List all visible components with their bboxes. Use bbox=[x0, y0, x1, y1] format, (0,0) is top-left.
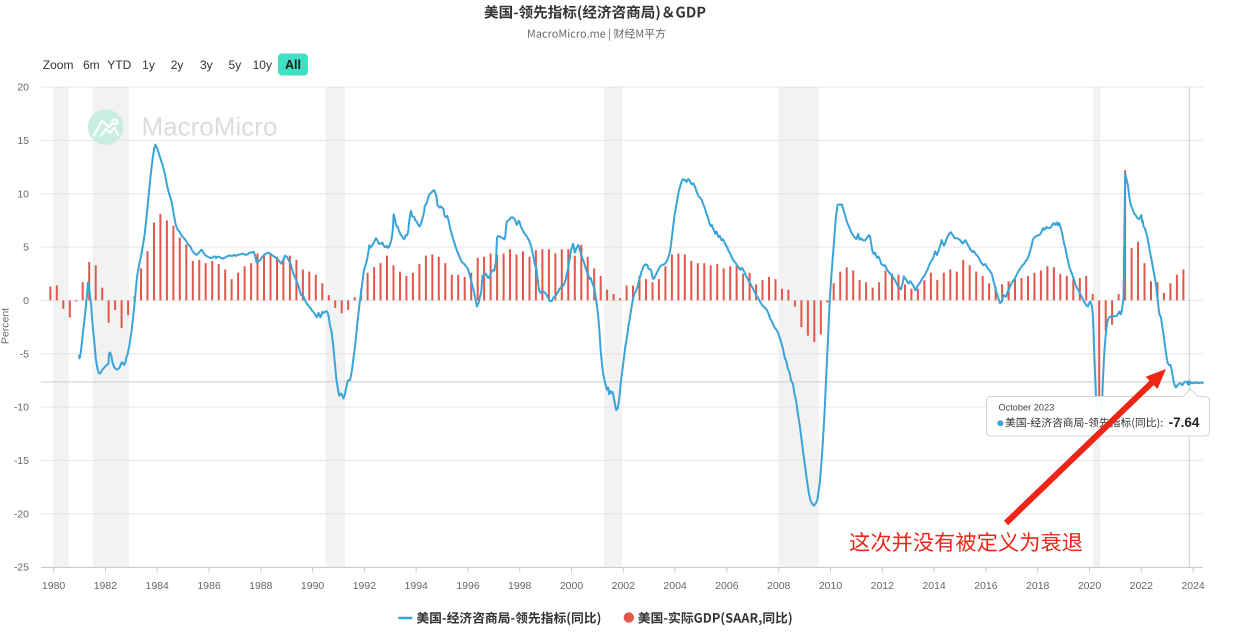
svg-text:2024: 2024 bbox=[1181, 580, 1205, 592]
svg-text:1990: 1990 bbox=[301, 580, 325, 592]
svg-text:10y: 10y bbox=[253, 58, 272, 72]
svg-text:MacroMicro: MacroMicro bbox=[142, 112, 278, 142]
svg-text:5y: 5y bbox=[229, 58, 242, 72]
svg-text:0: 0 bbox=[23, 295, 29, 307]
svg-text:2006: 2006 bbox=[715, 580, 739, 592]
svg-text:1994: 1994 bbox=[405, 580, 429, 592]
svg-text:10: 10 bbox=[17, 188, 29, 200]
svg-text:-15: -15 bbox=[14, 455, 29, 467]
svg-text:-25: -25 bbox=[14, 562, 29, 574]
svg-text:-20: -20 bbox=[14, 508, 29, 520]
svg-text:1986: 1986 bbox=[197, 580, 221, 592]
svg-text:2010: 2010 bbox=[819, 580, 843, 592]
svg-text:2012: 2012 bbox=[871, 580, 895, 592]
svg-text:6m: 6m bbox=[83, 58, 100, 72]
svg-text:-10: -10 bbox=[14, 402, 29, 414]
svg-text:5: 5 bbox=[23, 242, 29, 254]
svg-text:October 2023: October 2023 bbox=[999, 403, 1055, 413]
svg-text:15: 15 bbox=[17, 135, 29, 147]
svg-text:Zoom: Zoom bbox=[43, 58, 74, 72]
svg-text:2008: 2008 bbox=[767, 580, 791, 592]
svg-text:2004: 2004 bbox=[663, 580, 687, 592]
svg-text:Percent: Percent bbox=[0, 308, 12, 344]
svg-text:3y: 3y bbox=[200, 58, 213, 72]
svg-text:1988: 1988 bbox=[249, 580, 273, 592]
svg-text:2002: 2002 bbox=[612, 580, 636, 592]
svg-text:1984: 1984 bbox=[146, 580, 170, 592]
svg-text:1998: 1998 bbox=[508, 580, 532, 592]
svg-text:2014: 2014 bbox=[922, 580, 946, 592]
svg-text:1996: 1996 bbox=[456, 580, 480, 592]
svg-text:2018: 2018 bbox=[1026, 580, 1050, 592]
svg-text:2020: 2020 bbox=[1078, 580, 1102, 592]
svg-text:20: 20 bbox=[17, 82, 29, 94]
svg-text:YTD: YTD bbox=[107, 58, 131, 72]
svg-text:-7.64: -7.64 bbox=[1169, 415, 1200, 430]
svg-text:2y: 2y bbox=[171, 58, 184, 72]
svg-text:1y: 1y bbox=[142, 58, 155, 72]
svg-text:All: All bbox=[285, 58, 301, 72]
svg-text:1980: 1980 bbox=[42, 580, 66, 592]
svg-text:2022: 2022 bbox=[1130, 580, 1154, 592]
svg-text:2016: 2016 bbox=[974, 580, 998, 592]
svg-text:2000: 2000 bbox=[560, 580, 584, 592]
svg-text:1992: 1992 bbox=[353, 580, 377, 592]
svg-text:1982: 1982 bbox=[94, 580, 118, 592]
svg-text:-5: -5 bbox=[20, 348, 29, 360]
